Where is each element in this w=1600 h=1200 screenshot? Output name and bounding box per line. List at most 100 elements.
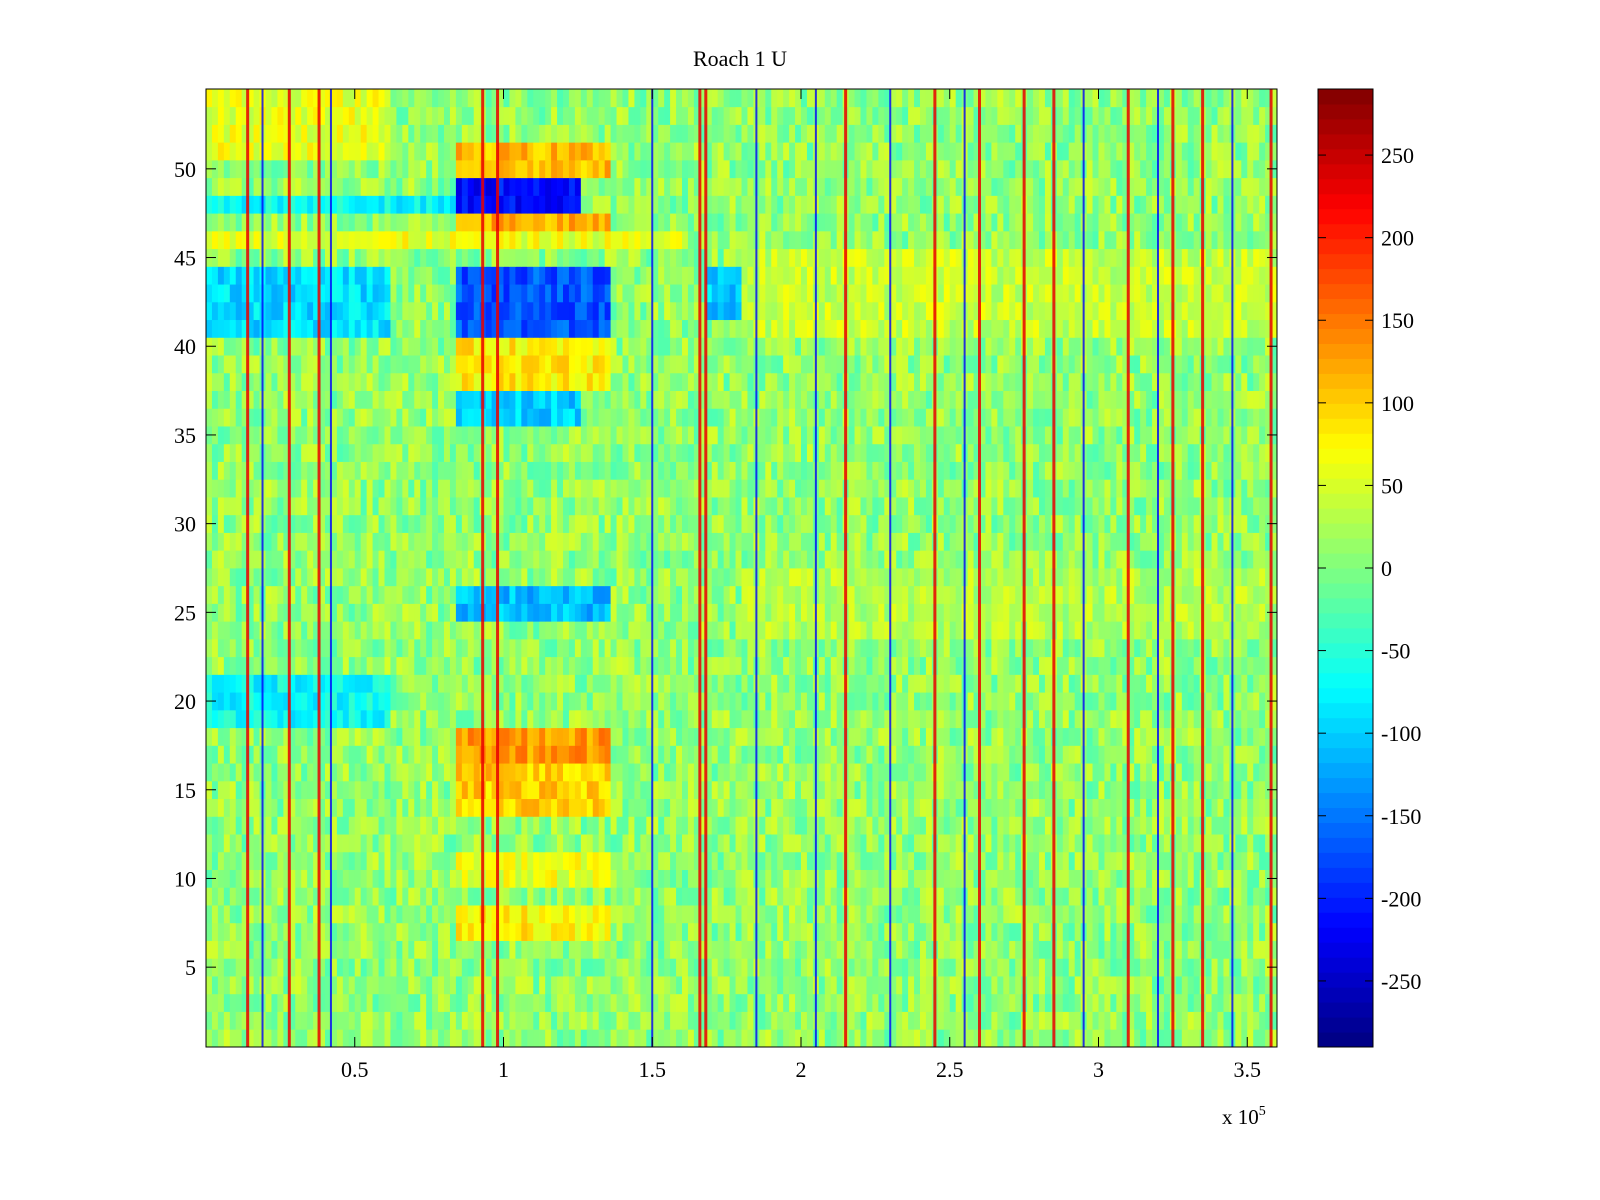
heatmap-cell (336, 798, 344, 817)
heatmap-cell (568, 568, 576, 587)
heatmap-cell (289, 656, 296, 675)
heatmap-cell (1062, 585, 1070, 604)
heatmap-cell (610, 709, 617, 729)
heatmap-cell (426, 922, 433, 941)
heatmap-cell (598, 834, 606, 853)
heatmap-cell (449, 674, 457, 693)
heatmap-cell (664, 851, 671, 870)
heatmap-cell (402, 621, 409, 640)
heatmap-cell (449, 869, 457, 888)
heatmap-cell (1205, 887, 1212, 906)
heatmap-cell (604, 851, 611, 870)
heatmap-cell (658, 585, 665, 604)
heatmap-cell (509, 550, 516, 569)
heatmap-cell (521, 745, 528, 764)
heatmap-cell (872, 674, 879, 693)
heatmap-cell (783, 727, 790, 746)
heatmap-cell (396, 568, 403, 587)
heatmap-cell (943, 780, 951, 800)
heatmap-cell (1158, 621, 1165, 640)
heatmap-cell (289, 763, 296, 782)
heatmap-cell (729, 869, 736, 888)
heatmap-cell (402, 851, 409, 870)
heatmap-cell (1265, 887, 1272, 906)
heatmap-cell (1027, 1011, 1034, 1030)
heatmap-cell (283, 976, 290, 995)
heatmap-cell (1003, 745, 1010, 764)
heatmap-cell (378, 993, 385, 1012)
heatmap-cell (503, 1011, 510, 1030)
heatmap-cell (342, 709, 350, 729)
heatmap-cell (687, 780, 695, 800)
heatmap-cell (854, 887, 861, 906)
heatmap-cell (1205, 621, 1212, 640)
heatmap-cell (414, 869, 421, 888)
heatmap-cell (1009, 709, 1016, 729)
heatmap-cell (616, 922, 623, 941)
heatmap-cell (223, 1029, 231, 1048)
heatmap-cell (378, 869, 385, 888)
heatmap-cell (985, 798, 992, 817)
heatmap-cell (670, 692, 677, 711)
heatmap-cell (366, 869, 373, 888)
heatmap-cell (545, 692, 552, 711)
heatmap-cell (735, 709, 742, 729)
heatmap-cell (967, 869, 974, 888)
heatmap-cell (723, 692, 730, 711)
heatmap-cell (640, 1029, 647, 1048)
heatmap-cell (521, 851, 528, 870)
heatmap-cell (1181, 780, 1189, 800)
heatmap-cell (277, 550, 284, 569)
heatmap-cell (1163, 851, 1171, 870)
heatmap-cell (1235, 1011, 1242, 1030)
heatmap-cell (1211, 816, 1218, 835)
heatmap-cell (402, 727, 409, 746)
heatmap-cell (396, 745, 403, 764)
heatmap-cell (432, 727, 439, 746)
heatmap-cell (902, 692, 909, 711)
heatmap-cell (396, 638, 403, 658)
heatmap-cell (574, 1029, 582, 1048)
heatmap-cell (789, 993, 796, 1012)
heatmap-cell (1044, 585, 1052, 604)
heatmap-cell (206, 1011, 213, 1030)
heatmap-cell (247, 692, 254, 711)
heatmap-cell (830, 1011, 838, 1030)
heatmap-cell (325, 603, 332, 622)
heatmap-cell (1116, 638, 1123, 658)
heatmap-cell (1092, 1011, 1099, 1030)
heatmap-cell (211, 568, 219, 587)
heatmap-cell (1140, 976, 1147, 995)
heatmap-cell (539, 940, 546, 959)
heatmap-cell (307, 550, 314, 569)
heatmap-cell (967, 727, 974, 746)
heatmap-cell (348, 958, 356, 977)
heatmap-cell (1033, 905, 1040, 924)
heatmap-cell (497, 834, 504, 853)
heatmap-cell (991, 1029, 998, 1048)
heatmap-cell (1086, 976, 1093, 995)
heatmap-cell (455, 1029, 463, 1048)
heatmap-cell (325, 621, 332, 640)
heatmap-cell (759, 763, 766, 782)
heatmap-cell (806, 674, 814, 693)
heatmap-cell (283, 585, 290, 604)
heatmap-cell (348, 674, 356, 693)
heatmap-cell (920, 798, 927, 817)
heatmap-cell (497, 816, 504, 835)
heatmap-cell (717, 798, 725, 817)
heatmap-cell (705, 993, 713, 1012)
heatmap-cell (223, 780, 231, 800)
heatmap-cell (789, 922, 796, 941)
heatmap-cell (1098, 638, 1105, 658)
heatmap-cell (1253, 568, 1260, 587)
heatmap-cell (366, 656, 373, 675)
heatmap-cell (384, 1011, 391, 1030)
heatmap-cell (574, 940, 582, 959)
heatmap-cell (1211, 603, 1218, 622)
heatmap-cell (325, 638, 332, 658)
heatmap-cell (801, 869, 808, 888)
heatmap-cell (640, 709, 647, 729)
heatmap-cell (860, 816, 867, 835)
heatmap-cell (967, 976, 974, 995)
